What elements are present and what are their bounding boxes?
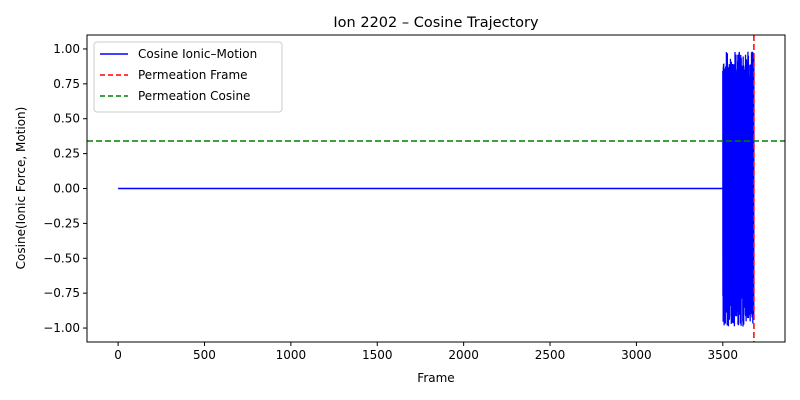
x-tick-label: 3500 xyxy=(708,348,739,362)
x-tick-label: 2000 xyxy=(448,348,479,362)
x-tick-label: 2500 xyxy=(535,348,566,362)
x-tick-label: 3000 xyxy=(621,348,652,362)
y-tick-label: 1.00 xyxy=(53,42,80,56)
plot-clip-group xyxy=(87,35,785,342)
y-axis-label: Cosine(Ionic Force, Motion) xyxy=(14,107,28,270)
series-oscillating-segment xyxy=(722,51,755,327)
y-tick-label: −0.75 xyxy=(43,286,80,300)
y-tick-label: −0.25 xyxy=(43,216,80,230)
y-tick-label: 0.75 xyxy=(53,77,80,91)
chart-title: Ion 2202 – Cosine Trajectory xyxy=(333,15,539,31)
x-tick-label: 1000 xyxy=(276,348,307,362)
legend-entry-label: Permeation Frame xyxy=(138,68,248,82)
y-tick-label: 0.25 xyxy=(53,147,80,161)
x-axis-label: Frame xyxy=(417,371,454,385)
x-tick-label: 1500 xyxy=(362,348,393,362)
legend-box xyxy=(93,41,283,113)
y-tick-label: 0.00 xyxy=(53,182,80,196)
y-tick-label: −1.00 xyxy=(43,321,80,335)
axes-ticks: 0 500 1000 1500 2000 2500 3000 3500 −1.00 −0.75 −0… xyxy=(43,42,738,362)
y-tick-label: 0.50 xyxy=(53,112,80,126)
plot-area xyxy=(87,35,785,342)
x-tick-label: 0 xyxy=(114,348,122,362)
y-tick-label: −0.50 xyxy=(43,251,80,265)
x-tick-label: 500 xyxy=(193,348,216,362)
legend-entry-label: Permeation Cosine xyxy=(138,89,250,103)
legend-entry-label: Cosine Ionic–Motion xyxy=(138,47,257,61)
legend: Cosine Ionic–Motion Permeation Frame Perme… xyxy=(93,41,283,113)
